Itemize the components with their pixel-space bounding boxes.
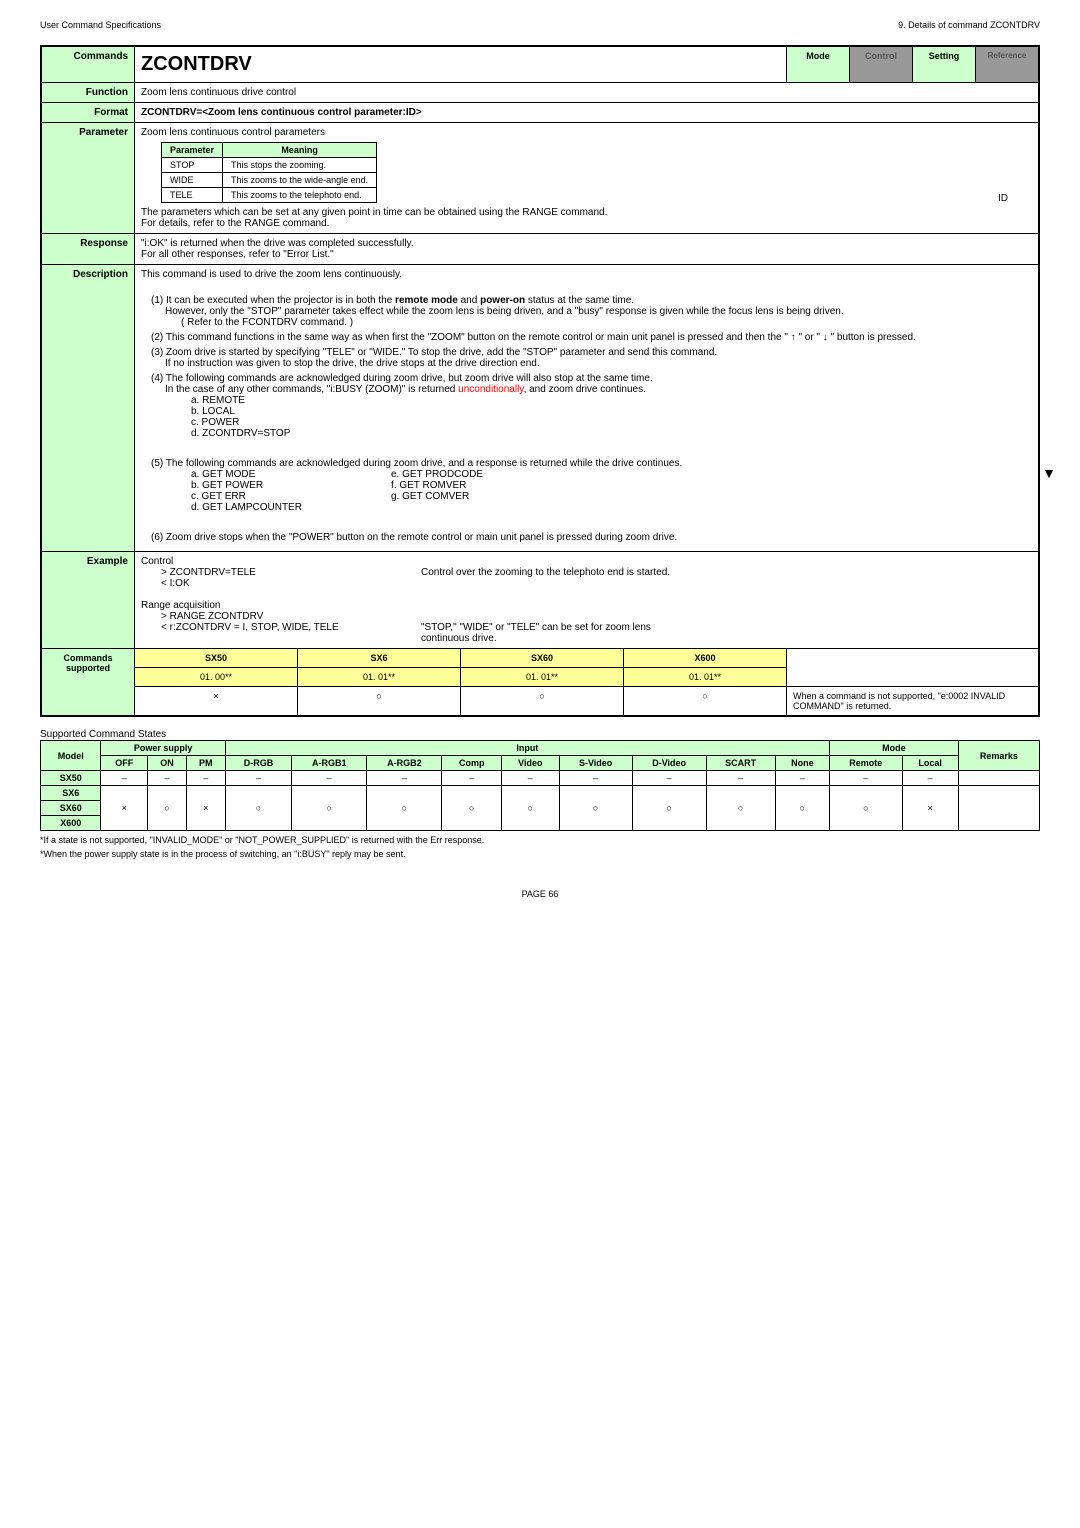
format-text: ZCONTDRV=<Zoom lens continuous control p… bbox=[135, 103, 1040, 123]
command-title: ZCONTDRV bbox=[135, 46, 787, 83]
footnote-2: *When the power supply state is in the p… bbox=[40, 849, 1040, 859]
response-content: "i:OK" is returned when the drive was co… bbox=[135, 234, 1040, 265]
support-states-table: Model Power supply Input Mode Remarks OF… bbox=[40, 740, 1040, 831]
scroll-arrow: ▼ bbox=[1042, 465, 1056, 481]
header-right: 9. Details of command ZCONTDRV bbox=[898, 20, 1040, 30]
id-label: ID bbox=[998, 193, 1008, 204]
label-response: Response bbox=[41, 234, 135, 265]
label-description: Description bbox=[41, 265, 135, 552]
header-left: User Command Specifications bbox=[40, 20, 161, 30]
support-states-title: Supported Command States bbox=[40, 729, 1040, 740]
mode-reference: Reference bbox=[976, 46, 1040, 83]
function-text: Zoom lens continuous drive control bbox=[135, 83, 1040, 103]
example-content: Control > ZCONTDRV=TELEControl over the … bbox=[135, 552, 1040, 649]
label-supported: Commands supported bbox=[41, 649, 135, 717]
main-spec-table: Commands ZCONTDRV Mode Control Setting R… bbox=[40, 45, 1040, 717]
label-commands: Commands bbox=[41, 46, 135, 83]
label-format: Format bbox=[41, 103, 135, 123]
description-content: ▼ This command is used to drive the zoom… bbox=[135, 265, 1040, 552]
page-number: PAGE 66 bbox=[40, 889, 1040, 899]
mode-label: Mode bbox=[787, 46, 850, 83]
label-function: Function bbox=[41, 83, 135, 103]
parameter-content: Zoom lens continuous control parameters … bbox=[135, 123, 1040, 234]
mode-control: Control bbox=[850, 46, 913, 83]
label-example: Example bbox=[41, 552, 135, 649]
param-table: ParameterMeaning STOPThis stops the zoom… bbox=[161, 142, 377, 203]
footnote-1: *If a state is not supported, "INVALID_M… bbox=[40, 835, 1040, 845]
label-parameter: Parameter bbox=[41, 123, 135, 234]
mode-setting: Setting bbox=[913, 46, 976, 83]
